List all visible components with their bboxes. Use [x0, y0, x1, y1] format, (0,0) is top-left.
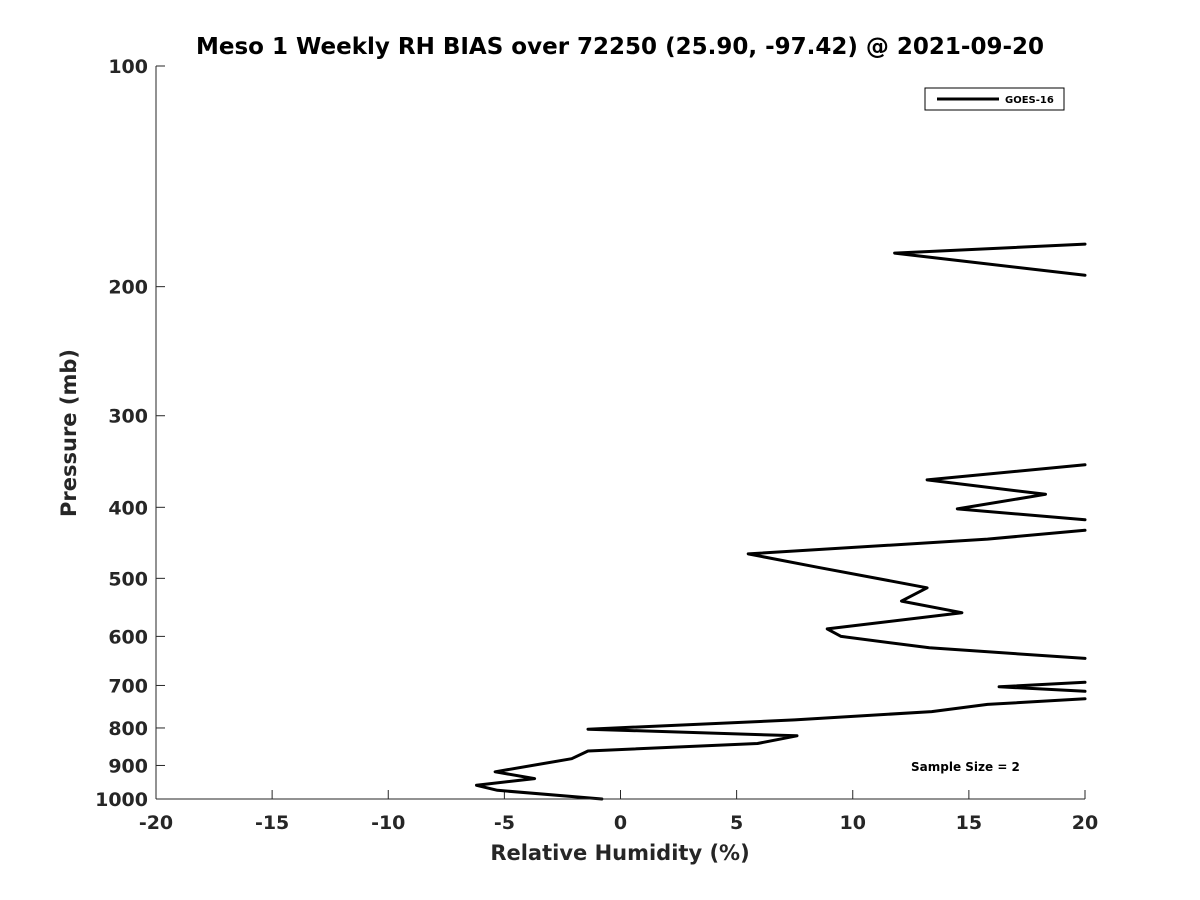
legend: GOES-16: [924, 87, 1065, 111]
y-tick-label: 100: [108, 56, 148, 78]
y-tick-label: 900: [108, 755, 148, 777]
x-tick-label: -10: [371, 812, 405, 834]
y-tick-label: 200: [108, 277, 148, 299]
x-tick-label: 5: [730, 812, 743, 834]
chart-title: Meso 1 Weekly RH BIAS over 72250 (25.90,…: [196, 34, 1044, 60]
series-line-goes16: [925, 463, 1087, 522]
series-line-goes16: [475, 697, 1087, 801]
series-line-goes16: [746, 528, 1087, 660]
x-tick-label: 20: [1072, 812, 1098, 834]
y-tick-label: 800: [108, 718, 148, 740]
series-lines: [475, 242, 1087, 801]
sample-size-annotation: Sample Size = 2: [911, 760, 1020, 774]
x-tick-label: -20: [139, 812, 173, 834]
x-tick-label: 15: [956, 812, 982, 834]
y-tick-label: 1000: [95, 789, 148, 811]
y-tick-label: 300: [108, 406, 148, 428]
x-tick-label: -15: [255, 812, 289, 834]
y-axis-ticks: 100 200 300 400 500 600 700 800 900 1000: [95, 56, 165, 811]
x-axis-ticks: -20 -15 -10 -5 0 5 10 15 20: [139, 790, 1098, 834]
y-tick-label: 700: [108, 675, 148, 697]
plot-background: [156, 66, 1085, 799]
y-tick-label: 500: [108, 568, 148, 590]
legend-label: GOES-16: [1005, 95, 1054, 106]
series-line-goes16: [997, 680, 1087, 693]
x-tick-label: -5: [494, 812, 515, 834]
x-axis-label: Relative Humidity (%): [490, 841, 749, 865]
y-tick-label: 400: [108, 497, 148, 519]
x-tick-label: 10: [840, 812, 866, 834]
y-axis-label: Pressure (mb): [57, 349, 81, 517]
y-tick-label: 600: [108, 626, 148, 648]
series-line-goes16: [893, 242, 1087, 277]
x-tick-label: 0: [614, 812, 627, 834]
